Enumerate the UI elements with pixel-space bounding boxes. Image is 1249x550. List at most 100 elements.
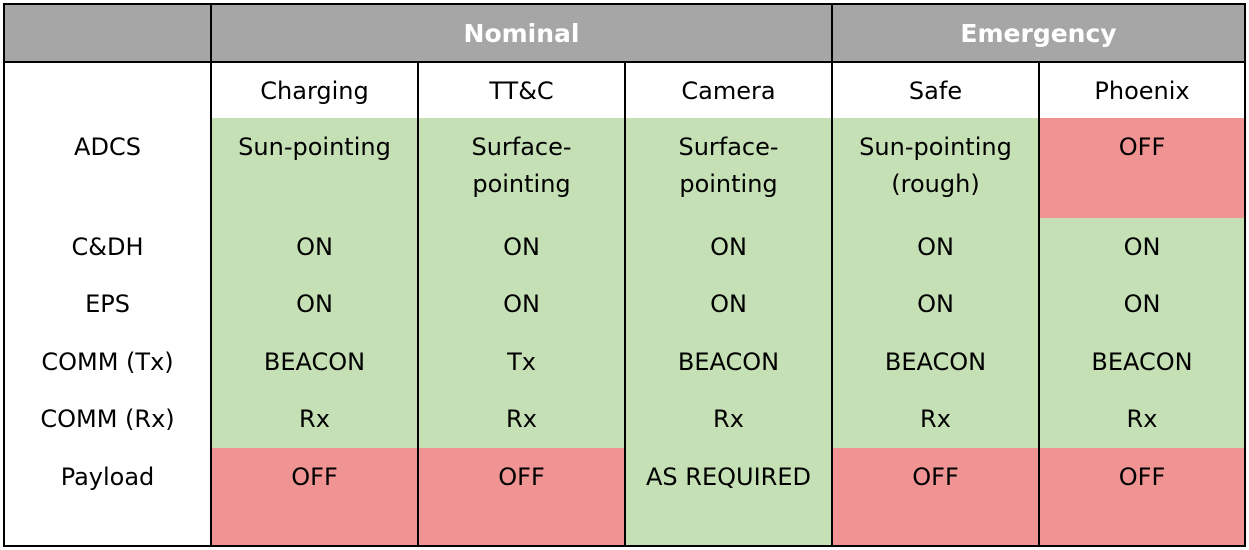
cell-c-dh-charging: ON <box>211 218 418 275</box>
cell-adcs-tt-c: Surface-pointing <box>418 118 625 218</box>
cell-text: pointing <box>679 170 778 198</box>
cell-text: Tx <box>507 348 536 376</box>
col-separator-3 <box>624 62 626 546</box>
cell-comm-tx-charging: BEACON <box>211 333 418 390</box>
cell-text: ON <box>1123 233 1161 261</box>
header-corner <box>4 4 211 62</box>
cell-comm-rx-phoenix: Rx <box>1039 390 1245 448</box>
cell-text: Sun-pointing <box>859 133 1012 161</box>
row-label-eps: EPS <box>4 275 211 333</box>
col-separator-1 <box>210 4 212 546</box>
cell-text: C&DH <box>71 233 144 261</box>
header-group-emergency: Emergency <box>832 4 1245 62</box>
cell-text: COMM (Rx) <box>40 405 175 433</box>
cell-adcs-charging: Sun-pointing <box>211 118 418 218</box>
cell-c-dh-safe: ON <box>832 218 1039 275</box>
cell-text: OFF <box>1118 133 1166 161</box>
cell-comm-rx-camera: Rx <box>625 390 832 448</box>
row-label-comm-rx: COMM (Rx) <box>4 390 211 448</box>
cell-eps-charging: ON <box>211 275 418 333</box>
col-separator-2 <box>417 62 419 546</box>
row-label-c-dh: C&DH <box>4 218 211 275</box>
cell-text: (rough) <box>891 170 980 198</box>
cell-text: OFF <box>498 463 545 491</box>
cell-text: ON <box>917 290 954 318</box>
col-separator-5 <box>1038 62 1040 546</box>
cell-text: AS REQUIRED <box>646 463 811 491</box>
cell-eps-safe: ON <box>832 275 1039 333</box>
cell-payload-charging: OFF <box>211 448 418 546</box>
cell-text: BEACON <box>1091 348 1193 376</box>
cell-text: Rx <box>1126 405 1158 433</box>
cell-text: OFF <box>291 463 338 491</box>
mode-header-tt-c: TT&C <box>418 62 625 118</box>
cell-comm-tx-safe: BEACON <box>832 333 1039 390</box>
table-border-bottom <box>3 545 1246 547</box>
cell-text: BEACON <box>263 348 366 376</box>
cell-text: OFF <box>912 463 959 491</box>
cell-text: OFF <box>1118 463 1166 491</box>
header-group-nominal-label: Nominal <box>463 18 580 48</box>
cell-text: Surface- <box>471 133 572 161</box>
cell-text: COMM (Tx) <box>41 348 174 376</box>
table-border-right <box>1244 3 1246 547</box>
cell-comm-tx-tt-c: Tx <box>418 333 625 390</box>
cell-text: ON <box>710 233 747 261</box>
cell-text: ON <box>1123 290 1161 318</box>
cell-text: Sun-pointing <box>238 133 391 161</box>
header-group-emergency-label: Emergency <box>960 18 1117 48</box>
cell-adcs-safe: Sun-pointing (rough) <box>832 118 1039 218</box>
table-border-left <box>3 3 5 547</box>
col-separator-4 <box>831 4 833 546</box>
cell-text: ON <box>296 290 333 318</box>
mode-header-phoenix: Phoenix <box>1039 62 1245 118</box>
cell-text: BEACON <box>884 348 987 376</box>
cell-text: ON <box>917 233 954 261</box>
cell-adcs-camera: Surface-pointing <box>625 118 832 218</box>
cell-text: Payload <box>60 463 155 491</box>
cell-text: Charging <box>260 77 369 105</box>
cell-text: Rx <box>713 405 744 433</box>
mode-header-charging: Charging <box>211 62 418 118</box>
cell-text: BEACON <box>677 348 780 376</box>
cell-text: Safe <box>908 77 963 105</box>
cell-payload-camera: AS REQUIRED <box>625 448 832 546</box>
cell-comm-rx-charging: Rx <box>211 390 418 448</box>
cell-c-dh-camera: ON <box>625 218 832 275</box>
cell-text: Rx <box>299 405 330 433</box>
header-group-nominal: Nominal <box>211 4 832 62</box>
cell-text: ON <box>503 233 540 261</box>
row-label-comm-tx: COMM (Tx) <box>4 333 211 390</box>
cell-c-dh-tt-c: ON <box>418 218 625 275</box>
table-border-top <box>3 3 1246 5</box>
cell-text: pointing <box>472 170 571 198</box>
cell-eps-camera: ON <box>625 275 832 333</box>
cell-eps-phoenix: ON <box>1039 275 1245 333</box>
cell-text: Surface- <box>678 133 779 161</box>
cell-adcs-phoenix: OFF <box>1039 118 1245 218</box>
cell-text: ON <box>710 290 747 318</box>
cell-payload-tt-c: OFF <box>418 448 625 546</box>
cell-payload-phoenix: OFF <box>1039 448 1245 546</box>
cell-text: ON <box>503 290 540 318</box>
mode-header-camera: Camera <box>625 62 832 118</box>
cell-text: TT&C <box>489 77 554 105</box>
cell-text: Rx <box>506 405 537 433</box>
cell-comm-rx-safe: Rx <box>832 390 1039 448</box>
mode-header-safe: Safe <box>832 62 1039 118</box>
cell-comm-tx-phoenix: BEACON <box>1039 333 1245 390</box>
cell-text: Camera <box>681 77 776 105</box>
row-label-payload: Payload <box>4 448 211 546</box>
cell-text: EPS <box>85 290 130 318</box>
row-label-adcs: ADCS <box>4 118 211 218</box>
cell-eps-tt-c: ON <box>418 275 625 333</box>
cell-comm-tx-camera: BEACON <box>625 333 832 390</box>
cell-text: Rx <box>920 405 951 433</box>
cell-comm-rx-tt-c: Rx <box>418 390 625 448</box>
cell-text: Phoenix <box>1094 77 1190 105</box>
cell-text: ADCS <box>74 133 141 161</box>
cell-payload-safe: OFF <box>832 448 1039 546</box>
cell-c-dh-phoenix: ON <box>1039 218 1245 275</box>
mode-header-blank <box>4 62 211 118</box>
